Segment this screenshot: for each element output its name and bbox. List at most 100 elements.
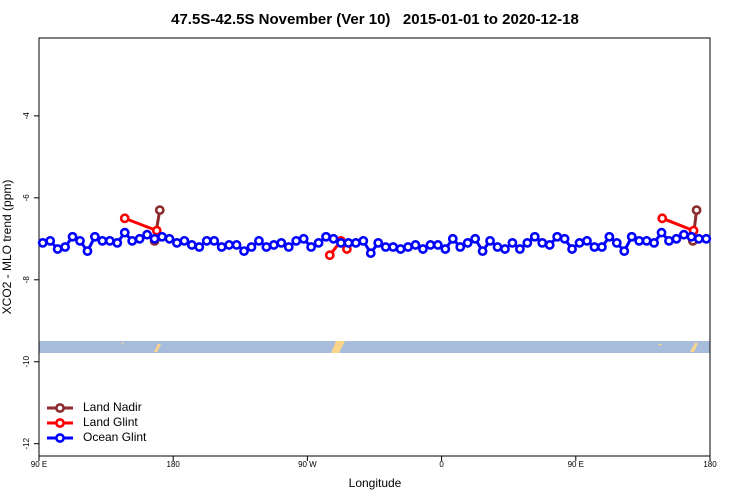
point <box>283 242 294 252</box>
point <box>522 238 533 248</box>
point <box>418 244 428 254</box>
point <box>634 235 645 246</box>
point <box>671 233 682 244</box>
point <box>224 240 235 250</box>
point <box>567 244 577 254</box>
point <box>477 246 488 256</box>
point <box>657 213 668 224</box>
point <box>209 235 220 246</box>
point <box>239 246 249 256</box>
point <box>641 235 652 246</box>
point <box>395 244 406 254</box>
point <box>336 238 346 248</box>
point <box>328 233 339 244</box>
point <box>529 231 540 242</box>
point <box>90 231 100 242</box>
point <box>350 238 361 248</box>
legend-marker <box>55 418 65 428</box>
point <box>693 233 704 244</box>
point <box>365 248 376 259</box>
point <box>201 235 212 246</box>
point <box>514 244 525 254</box>
x-tick-label: 0 <box>439 460 444 469</box>
point <box>447 233 458 244</box>
legend-label: Land Nadir <box>83 400 142 414</box>
x-tick-label: 180 <box>703 460 717 469</box>
point <box>596 242 607 252</box>
point <box>37 238 48 248</box>
y-tick-label: -6 <box>22 194 31 202</box>
point <box>127 235 138 246</box>
point <box>470 233 481 244</box>
point <box>559 233 570 244</box>
point <box>664 235 674 246</box>
point <box>440 244 451 254</box>
point <box>574 238 585 248</box>
point <box>537 238 548 248</box>
y-tick-label: -8 <box>22 276 31 284</box>
point <box>291 235 302 246</box>
point <box>373 238 384 248</box>
x-axis-label: Longitude <box>349 476 402 490</box>
point <box>492 242 503 252</box>
point <box>432 240 443 250</box>
plot-frame <box>38 37 711 457</box>
point <box>157 231 167 242</box>
point <box>194 242 205 252</box>
point <box>254 235 264 246</box>
point <box>172 238 182 248</box>
point <box>134 233 145 244</box>
point <box>410 240 421 250</box>
legend-marker <box>55 403 65 413</box>
x-tick-label: 90 E <box>568 460 584 469</box>
point <box>306 242 317 252</box>
series-line <box>153 209 699 242</box>
point <box>582 235 592 246</box>
point <box>313 238 324 248</box>
coverage-band <box>39 341 710 353</box>
coverage-bar <box>39 341 710 353</box>
point <box>164 233 175 244</box>
point <box>388 242 399 252</box>
point <box>119 213 130 224</box>
point <box>619 246 630 256</box>
chart-title: 47.5S-42.5S November (Ver 10) 2015-01-01… <box>171 11 579 28</box>
point <box>500 244 510 254</box>
y-tick-label: -4 <box>22 112 31 120</box>
point <box>324 250 335 261</box>
point <box>119 227 130 238</box>
x-tick-label: 90 E <box>31 460 47 469</box>
point <box>112 238 123 248</box>
point <box>343 238 354 248</box>
series <box>37 227 712 259</box>
point <box>82 246 93 256</box>
point <box>649 238 659 248</box>
legend-label: Ocean Glint <box>83 430 147 444</box>
point <box>701 233 712 244</box>
point <box>151 225 162 236</box>
point <box>656 227 667 238</box>
point <box>67 231 78 242</box>
point <box>462 238 473 248</box>
point <box>142 229 153 240</box>
point <box>179 235 190 246</box>
x-tick-label: 90 W <box>298 460 317 469</box>
point <box>60 242 70 252</box>
legend-label: Land Glint <box>83 415 138 429</box>
point <box>52 244 63 254</box>
point <box>246 242 257 252</box>
point <box>298 233 309 244</box>
point <box>485 235 495 246</box>
legend-marker <box>55 433 65 443</box>
point <box>604 231 615 242</box>
point <box>97 235 108 246</box>
point <box>268 240 279 250</box>
y-tick-label: -12 <box>22 437 31 449</box>
point <box>455 242 466 252</box>
point <box>626 231 637 242</box>
point <box>45 235 56 246</box>
point <box>679 229 689 240</box>
y-axis-label: XCO2 - MLO trend (ppm) <box>0 180 14 315</box>
point <box>216 242 227 252</box>
